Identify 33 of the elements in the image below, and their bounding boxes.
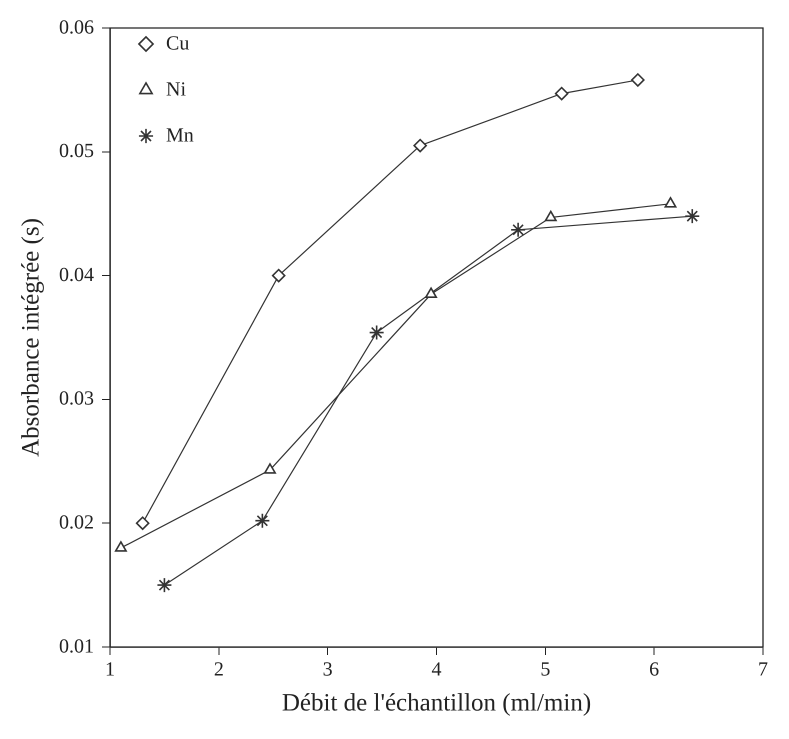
point bbox=[554, 86, 568, 100]
y-tick-label: 0.03 bbox=[59, 388, 94, 410]
point bbox=[136, 516, 150, 530]
point bbox=[544, 210, 557, 222]
point bbox=[156, 577, 172, 593]
y-tick-label: 0.06 bbox=[59, 16, 94, 38]
x-axis-title: Débit de l'échantillon (ml/min) bbox=[282, 690, 592, 717]
x-tick-label: 2 bbox=[214, 658, 224, 680]
point bbox=[368, 324, 384, 340]
legend-label: Mn bbox=[166, 124, 194, 146]
point bbox=[684, 208, 700, 224]
y-tick-label: 0.05 bbox=[59, 140, 94, 162]
y-tick-label: 0.01 bbox=[59, 635, 94, 658]
point bbox=[664, 196, 676, 208]
x-tick-label: 4 bbox=[432, 658, 442, 680]
point bbox=[114, 541, 127, 552]
legend-label: Cu bbox=[166, 32, 190, 54]
y-axis-title: Absorbance intégrée (s) bbox=[18, 218, 45, 457]
x-tick-label: 3 bbox=[322, 658, 333, 680]
point bbox=[425, 287, 438, 298]
point bbox=[413, 138, 427, 152]
point bbox=[510, 222, 526, 238]
y-tick-label: 0.02 bbox=[59, 511, 94, 534]
point bbox=[272, 268, 286, 282]
point bbox=[631, 73, 645, 87]
legend-label: Ni bbox=[166, 78, 186, 100]
x-tick-label: 6 bbox=[649, 658, 660, 680]
point bbox=[264, 463, 276, 474]
x-tick-label: 5 bbox=[540, 658, 550, 680]
x-tick-label: 1 bbox=[105, 658, 115, 680]
x-tick-label: 7 bbox=[758, 658, 768, 680]
y-tick-label: 0.04 bbox=[59, 264, 94, 286]
point bbox=[254, 512, 270, 529]
